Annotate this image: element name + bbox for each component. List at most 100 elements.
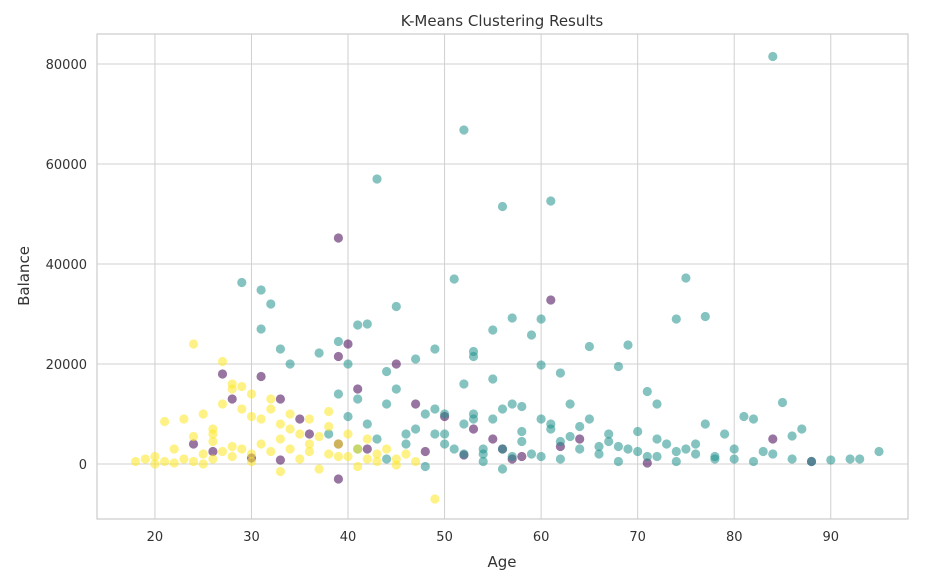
data-point bbox=[353, 444, 363, 454]
data-point bbox=[633, 426, 643, 437]
data-point bbox=[459, 125, 469, 135]
data-point bbox=[488, 414, 498, 424]
data-point bbox=[536, 451, 546, 462]
y-tick-label: 0 bbox=[79, 458, 87, 473]
data-point bbox=[748, 414, 759, 424]
data-point bbox=[179, 454, 189, 464]
data-point bbox=[555, 454, 566, 464]
data-point bbox=[411, 424, 421, 434]
grid-lines bbox=[97, 34, 908, 519]
data-point bbox=[353, 394, 363, 404]
data-point bbox=[304, 414, 314, 424]
data-point bbox=[198, 459, 208, 469]
data-point bbox=[497, 464, 508, 474]
x-tick-label: 70 bbox=[629, 530, 646, 545]
data-point bbox=[382, 366, 392, 377]
x-tick-label: 80 bbox=[726, 530, 743, 545]
data-point bbox=[517, 426, 527, 437]
data-point bbox=[275, 344, 285, 354]
y-tick-label: 60000 bbox=[46, 158, 87, 173]
data-point bbox=[266, 404, 276, 414]
data-point bbox=[266, 394, 276, 404]
data-point bbox=[382, 454, 392, 464]
data-point bbox=[256, 414, 266, 424]
data-point bbox=[449, 274, 459, 284]
data-point bbox=[555, 368, 566, 378]
data-point bbox=[314, 464, 324, 474]
data-point bbox=[372, 434, 382, 444]
data-point bbox=[565, 399, 575, 409]
data-point bbox=[208, 454, 218, 464]
data-point bbox=[391, 384, 401, 394]
y-tick-label: 80000 bbox=[46, 58, 87, 73]
data-point bbox=[671, 446, 681, 457]
data-point bbox=[497, 404, 508, 414]
data-point bbox=[362, 454, 372, 464]
data-point bbox=[275, 466, 285, 477]
data-point bbox=[372, 456, 382, 467]
data-point bbox=[652, 399, 662, 409]
y-axis-label: Balance bbox=[15, 246, 33, 306]
data-point bbox=[188, 431, 199, 442]
data-point bbox=[266, 299, 276, 309]
data-point bbox=[517, 401, 527, 412]
data-point bbox=[208, 436, 218, 447]
data-point bbox=[845, 454, 855, 464]
data-point bbox=[333, 233, 343, 243]
data-point bbox=[382, 399, 392, 409]
data-point bbox=[729, 454, 739, 464]
data-point bbox=[768, 434, 778, 444]
data-point bbox=[497, 444, 508, 454]
data-point bbox=[353, 320, 363, 330]
data-point bbox=[748, 456, 759, 467]
data-point bbox=[787, 454, 797, 464]
y-tick-labels: 0 20000 40000 60000 80000 bbox=[46, 58, 87, 473]
data-point bbox=[430, 494, 440, 504]
data-point bbox=[555, 436, 566, 447]
data-point bbox=[652, 451, 662, 462]
data-point bbox=[604, 436, 614, 447]
data-point bbox=[546, 295, 556, 305]
data-point bbox=[150, 459, 160, 469]
data-point bbox=[333, 389, 343, 399]
data-point bbox=[623, 340, 633, 350]
data-point bbox=[304, 429, 314, 439]
data-point bbox=[739, 411, 749, 422]
data-point bbox=[642, 458, 652, 468]
data-point bbox=[208, 446, 218, 457]
data-point bbox=[575, 444, 585, 454]
data-point bbox=[150, 451, 160, 462]
data-point bbox=[324, 429, 334, 439]
data-point bbox=[382, 444, 392, 454]
x-tick-label: 50 bbox=[436, 530, 453, 545]
data-point bbox=[246, 456, 257, 467]
data-point bbox=[411, 399, 421, 409]
data-point bbox=[333, 336, 343, 347]
data-point bbox=[449, 444, 459, 454]
data-point bbox=[642, 451, 652, 462]
data-point bbox=[681, 273, 691, 283]
data-point bbox=[652, 434, 662, 444]
data-point bbox=[507, 399, 517, 409]
data-point bbox=[662, 439, 672, 449]
data-point bbox=[826, 455, 836, 465]
data-point bbox=[179, 414, 189, 424]
data-point bbox=[401, 429, 411, 439]
data-point bbox=[295, 429, 305, 439]
data-point bbox=[227, 379, 237, 389]
x-tick-labels: 20 30 40 50 60 70 80 90 bbox=[147, 530, 839, 545]
data-point bbox=[874, 446, 884, 457]
data-point bbox=[546, 419, 556, 429]
data-point bbox=[324, 406, 334, 417]
data-point bbox=[536, 414, 546, 424]
data-point bbox=[681, 444, 691, 454]
data-point bbox=[266, 446, 276, 457]
data-point bbox=[497, 201, 508, 212]
x-tick-label: 60 bbox=[533, 530, 550, 545]
data-point bbox=[188, 439, 199, 449]
data-point bbox=[430, 404, 440, 414]
data-point bbox=[353, 384, 363, 394]
data-point bbox=[787, 431, 797, 441]
data-point bbox=[246, 411, 257, 422]
